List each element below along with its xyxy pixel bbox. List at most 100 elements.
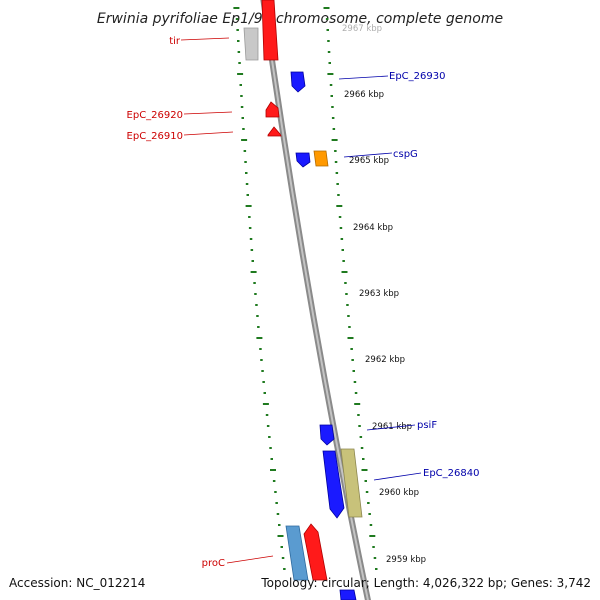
- tick-minor: [326, 29, 329, 31]
- gene-epc-26910[interactable]: [267, 126, 282, 137]
- tick-minor: [331, 117, 335, 119]
- tick-minor: [328, 62, 331, 64]
- tick-major: [262, 403, 269, 405]
- reverse-strand-tick-track: [233, 7, 286, 570]
- tick-minor: [334, 150, 337, 152]
- tick-minor: [339, 227, 343, 229]
- scale-label-2963: 2963 kbp: [359, 289, 399, 299]
- tick-minor: [353, 381, 357, 383]
- reverse-gene-labels: tir EpC_26920 EpC_26910 proC: [127, 36, 225, 569]
- tick-minor: [251, 260, 254, 262]
- tick-major: [347, 337, 354, 339]
- scale-label-2960: 2960 kbp: [379, 488, 419, 498]
- leader-tir: [180, 37, 230, 41]
- tick-major: [233, 7, 240, 9]
- gene-proc[interactable]: [303, 523, 328, 581]
- tick-minor: [357, 414, 360, 416]
- tick-minor: [329, 84, 333, 86]
- tick-minor: [265, 414, 269, 416]
- gene-label-epc-26910[interactable]: EpC_26910: [127, 131, 183, 142]
- tick-minor: [241, 117, 244, 119]
- tick-major: [331, 139, 338, 141]
- gene-label-tir[interactable]: tir: [169, 36, 181, 47]
- tick-minor: [276, 513, 280, 515]
- tick-minor: [372, 546, 375, 548]
- gene-tir-gray[interactable]: [243, 27, 259, 61]
- tick-minor: [250, 249, 254, 251]
- tick-minor: [332, 128, 336, 130]
- gene-epc-26930[interactable]: [290, 71, 306, 93]
- tick-minor: [246, 194, 249, 196]
- tick-minor: [346, 304, 349, 306]
- scale-label-2964: 2964 kbp: [353, 223, 393, 233]
- tick-major: [341, 271, 348, 273]
- tick-minor: [236, 29, 239, 31]
- tick-minor: [335, 172, 339, 174]
- gene-label-psif[interactable]: psiF: [417, 420, 437, 431]
- tick-minor: [373, 557, 377, 559]
- tick-minor: [249, 238, 253, 240]
- gene-label-epc-26930[interactable]: EpC_26930: [389, 71, 445, 82]
- tick-major: [323, 7, 330, 9]
- tick-minor: [367, 502, 370, 504]
- leader-epc-26920: [183, 111, 233, 115]
- tick-minor: [238, 62, 241, 64]
- tick-major: [354, 403, 361, 405]
- tick-major: [270, 469, 276, 471]
- gene-label-epc-26920[interactable]: EpC_26920: [127, 110, 183, 121]
- gene-bottom-partial[interactable]: [339, 589, 357, 600]
- tick-minor: [368, 513, 371, 515]
- tick-minor: [274, 491, 277, 493]
- tick-minor: [245, 183, 249, 185]
- leader-epc-26910: [183, 131, 234, 136]
- gene-label-epc-26840[interactable]: EpC_26840: [423, 468, 479, 479]
- gene-cspg-neighbor[interactable]: [295, 152, 311, 168]
- tick-minor: [244, 161, 247, 163]
- gene-label-cspg[interactable]: cspG: [393, 149, 418, 160]
- tick-minor: [259, 348, 262, 350]
- tick-minor: [364, 480, 367, 482]
- tick-minor: [261, 370, 264, 372]
- tick-major: [327, 73, 334, 75]
- tick-minor: [351, 359, 354, 361]
- scale-label-2966: 2966 kbp: [344, 90, 384, 100]
- gene-long-blue[interactable]: [322, 450, 345, 519]
- tick-minor: [242, 128, 245, 130]
- tick-minor: [338, 216, 342, 218]
- gene-features: [243, 0, 363, 600]
- tick-minor: [266, 425, 270, 427]
- chromosome-backbone-highlight: [262, 0, 369, 600]
- tick-minor: [347, 315, 350, 317]
- tick-minor: [337, 194, 340, 196]
- leader-psif: [366, 424, 416, 431]
- tick-minor: [280, 546, 283, 548]
- tick-minor: [269, 447, 272, 449]
- tick-minor: [354, 392, 358, 394]
- tick-minor: [281, 557, 285, 559]
- tick-minor: [325, 18, 329, 20]
- tick-minor: [245, 172, 248, 174]
- tick-minor: [358, 425, 361, 427]
- gene-proc-steel[interactable]: [285, 525, 309, 581]
- tick-minor: [263, 392, 266, 394]
- gene-tir[interactable]: [261, 0, 279, 61]
- leader-epc-26840: [373, 472, 422, 481]
- tick-major: [245, 205, 252, 207]
- gene-cspg[interactable]: [313, 150, 329, 167]
- scale-label-2962: 2962 kbp: [365, 355, 405, 365]
- tick-minor: [283, 568, 286, 570]
- tick-minor: [262, 381, 265, 383]
- tick-minor: [352, 370, 355, 372]
- tick-minor: [240, 95, 243, 97]
- tick-minor: [256, 315, 259, 317]
- tick-minor: [327, 51, 331, 53]
- label-leaders: [180, 37, 422, 564]
- tick-minor: [248, 227, 252, 229]
- tick-minor: [255, 304, 258, 306]
- gene-psif[interactable]: [319, 424, 335, 446]
- gene-epc-26840[interactable]: [340, 448, 363, 518]
- topology-text: Topology: circular; Length: 4,026,322 bp…: [260, 576, 591, 590]
- gene-label-proc[interactable]: proC: [202, 558, 225, 569]
- gene-epc-26920[interactable]: [265, 101, 280, 118]
